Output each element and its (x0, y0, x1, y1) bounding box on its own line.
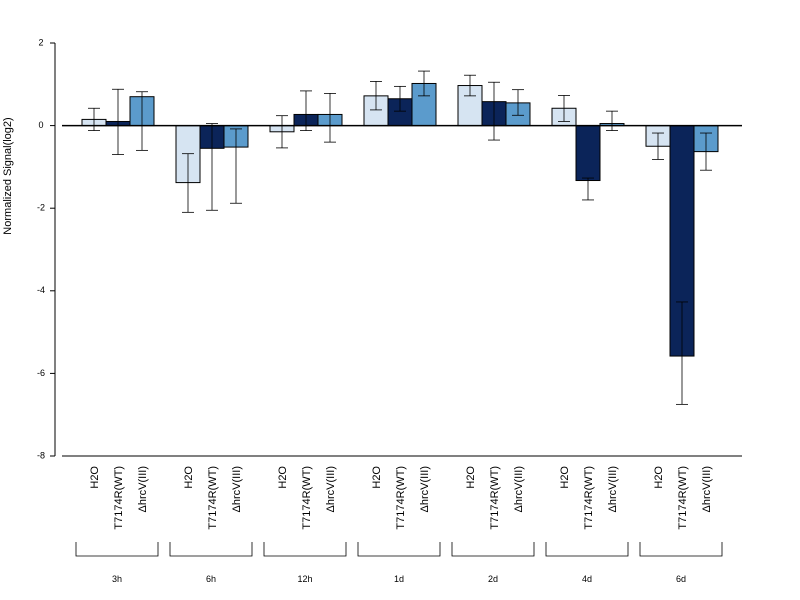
group-bracket (75, 542, 159, 557)
condition-label: H2O (653, 466, 665, 489)
condition-label: T7174R(WT) (395, 466, 407, 530)
group-bracket (357, 542, 441, 557)
group-label: 4d (582, 574, 592, 584)
condition-label: H2O (89, 466, 101, 489)
condition-label: ΔhrcV(III) (231, 466, 243, 512)
condition-label: ΔhrcV(III) (137, 466, 149, 512)
group-bracket (639, 542, 723, 557)
y-tick-label: -2 (37, 203, 45, 213)
condition-label: H2O (371, 466, 383, 489)
condition-label: ΔhrcV(III) (701, 466, 713, 512)
condition-label: T7174R(WT) (489, 466, 501, 530)
bars (81, 82, 719, 357)
y-tick-label: -6 (37, 368, 45, 378)
group-label: 12h (297, 574, 312, 584)
condition-label: H2O (465, 466, 477, 489)
condition-label: ΔhrcV(III) (513, 466, 525, 512)
condition-label: T7174R(WT) (113, 466, 125, 530)
group-label: 6d (676, 574, 686, 584)
condition-label: H2O (277, 466, 289, 489)
group-label: 2d (488, 574, 498, 584)
group-bracket (263, 542, 347, 557)
y-axis-title: Normalized Signal(log2) (2, 117, 14, 234)
condition-label: T7174R(WT) (301, 466, 313, 530)
group-brackets: 3h 6h 12h 1d 2d 4d 6d (75, 542, 723, 584)
condition-label: T7174R(WT) (677, 466, 689, 530)
group-label: 6h (206, 574, 216, 584)
condition-label: ΔhrcV(III) (419, 466, 431, 512)
y-tick-label: -8 (37, 450, 45, 460)
condition-label: T7174R(WT) (583, 466, 595, 530)
y-tick-label: 2 (38, 37, 43, 47)
condition-label: ΔhrcV(III) (325, 466, 337, 512)
group-bracket (451, 542, 535, 557)
x-axis-labels: H2O T7174R(WT) ΔhrcV(III) H2O T7174R(WT) Δhrc… (89, 466, 713, 530)
group-bracket (545, 542, 629, 557)
condition-label: H2O (183, 466, 195, 489)
error-bars (88, 70, 712, 405)
condition-label: T7174R(WT) (207, 466, 219, 530)
y-tick-label: 0 (38, 120, 43, 130)
bar-4d-1 (575, 125, 601, 182)
group-label: 1d (394, 574, 404, 584)
condition-label: ΔhrcV(III) (607, 466, 619, 512)
condition-label: H2O (559, 466, 571, 489)
y-tick-label: -4 (37, 285, 45, 295)
group-label: 3h (112, 574, 122, 584)
y-axis: 2 0 -2 -4 -6 -8 (37, 37, 56, 460)
group-bracket (169, 542, 253, 557)
